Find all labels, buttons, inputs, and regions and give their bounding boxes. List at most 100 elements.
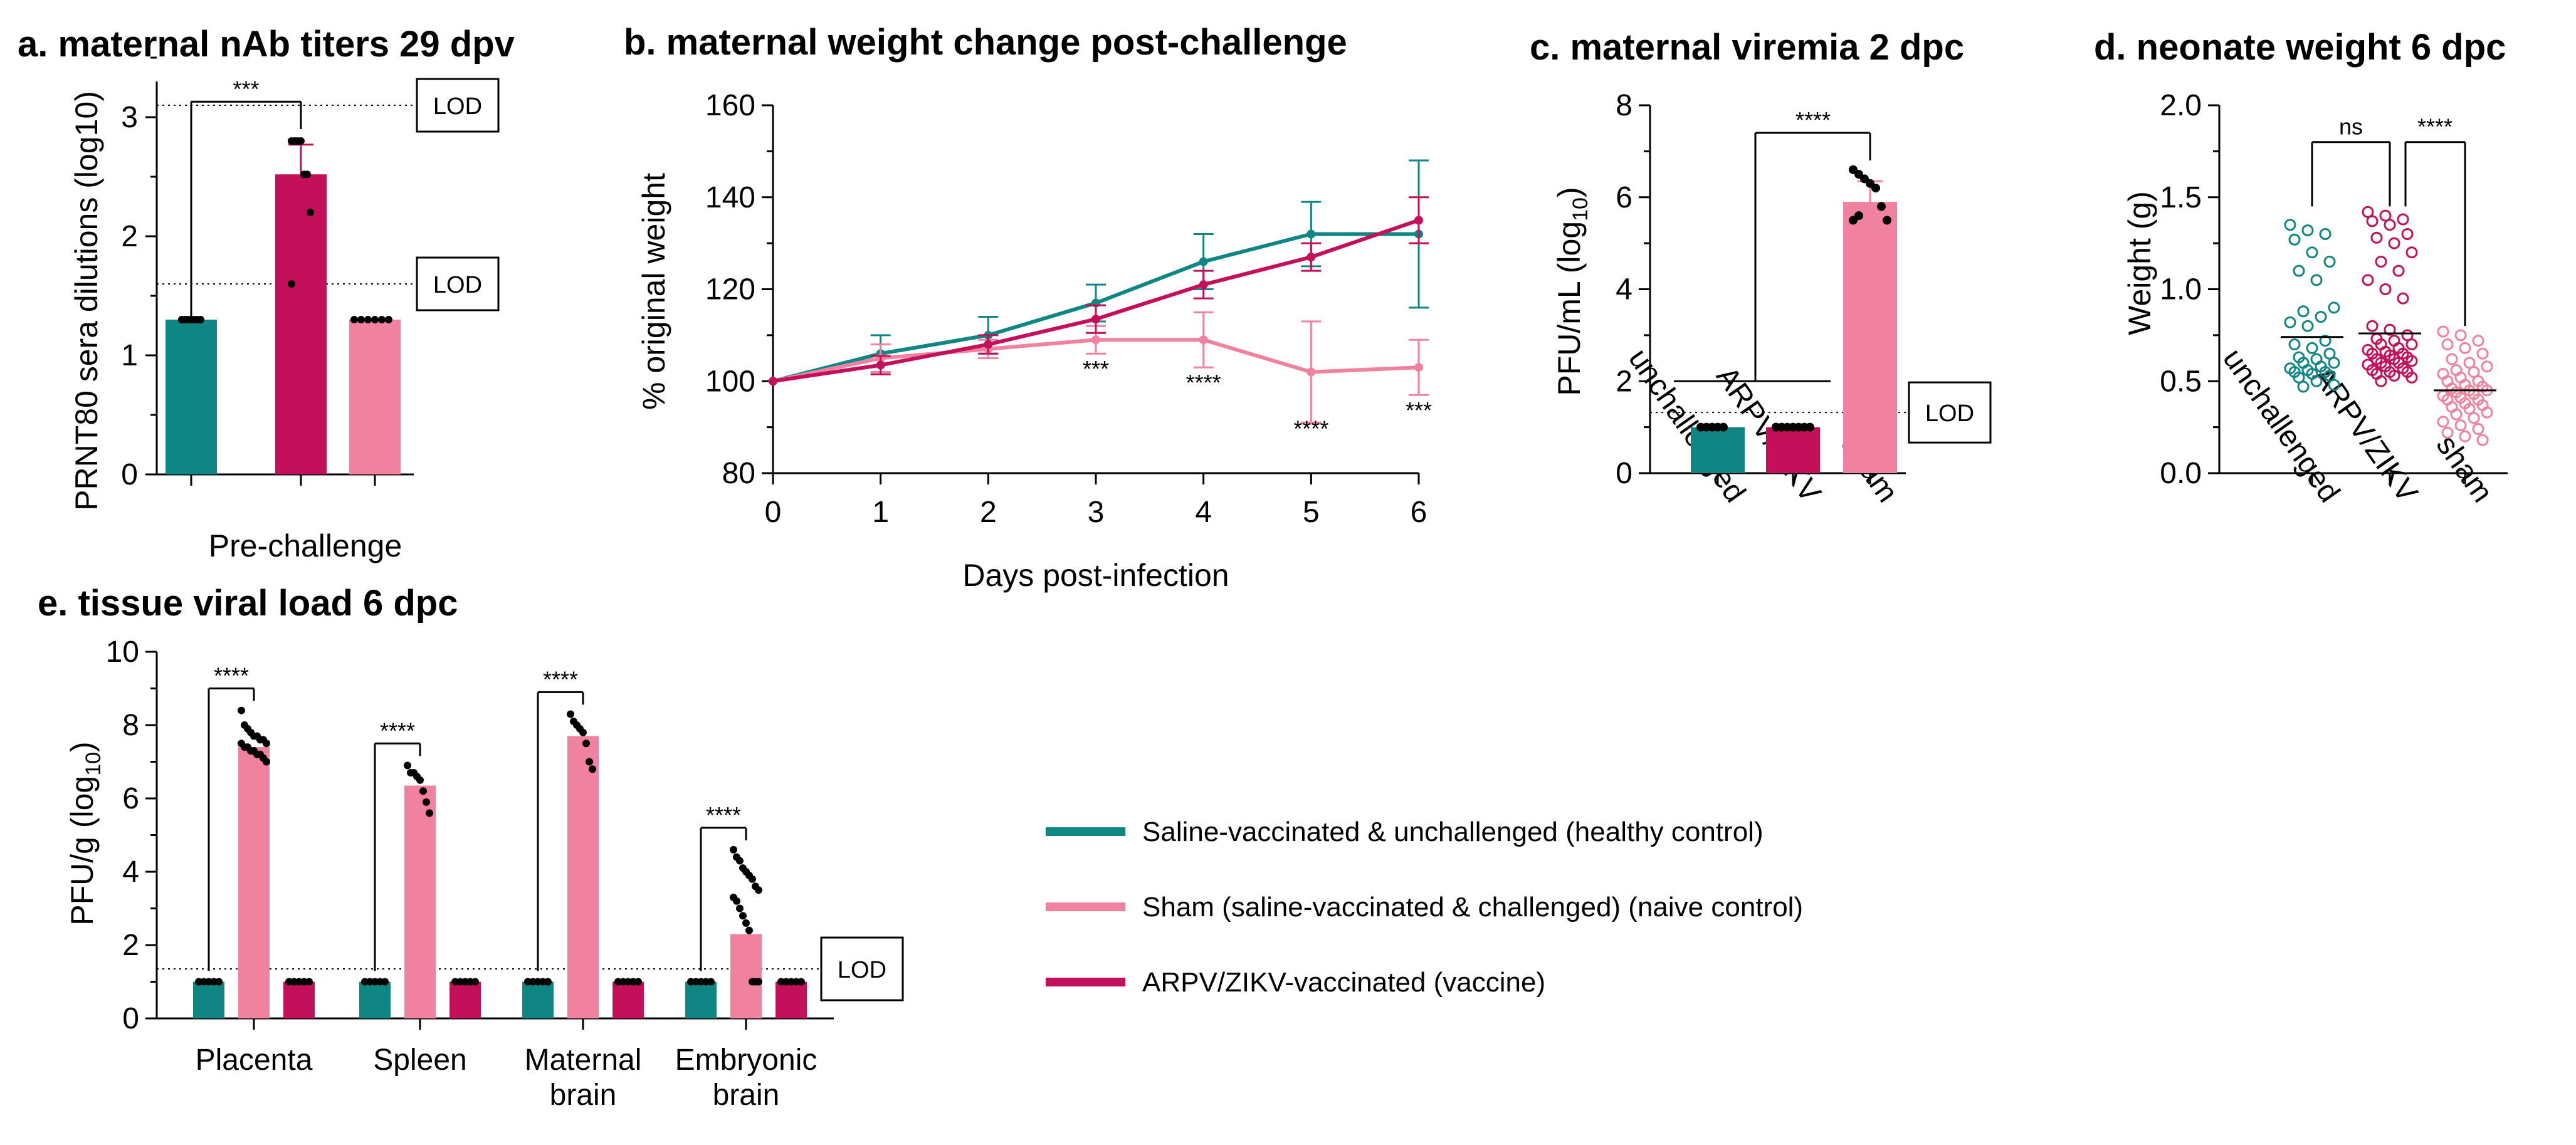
panel-b-data-point (1306, 229, 1316, 239)
panel-a-y-tick-label: 2 (121, 220, 138, 253)
panel-d-y-tick-label: 0.5 (2160, 365, 2202, 398)
panel-e-y-tick-label: 10 (106, 635, 139, 669)
panel-d-data-point (2401, 329, 2414, 342)
panel-d-data-point (2306, 342, 2318, 354)
panel-e-bar (567, 736, 599, 1018)
panel-b-x-tick-label: 0 (765, 496, 782, 529)
panel-e-sig-label: **** (380, 718, 415, 743)
panel-b-data-point (1091, 335, 1100, 345)
panel-d-data-point (2328, 357, 2340, 369)
panel-d-data-point (2463, 402, 2476, 415)
panel-d-data-point (2454, 329, 2467, 342)
panel-d-data-point (2370, 231, 2383, 244)
panel-d-data-point (2306, 246, 2318, 259)
panel-e-y-tick-label: 0 (122, 1002, 139, 1035)
panel-b-y-tick-label: 160 (705, 89, 755, 122)
panel-e-data-point (736, 857, 744, 865)
panel-d-data-point (2323, 255, 2336, 268)
panel-a-lod-box (416, 256, 500, 311)
panel-d-data-point (2319, 227, 2332, 240)
panel-b-data-point (769, 377, 777, 386)
panel-d-data-point (2441, 338, 2454, 351)
panel-b-xlabel: Days post-infection (962, 558, 1229, 593)
panel-d-data-point (2437, 416, 2449, 428)
panel-d-sig-label: **** (2417, 114, 2452, 140)
panel-e-y-tick-label: 6 (122, 782, 139, 815)
panel-e-data-point (733, 897, 740, 905)
panel-d-data-point (2310, 274, 2323, 286)
panel-a-lod-label: LOD (433, 93, 482, 120)
panel-e-y-tick-label: 4 (122, 855, 139, 889)
panel-e-data-point (471, 978, 479, 986)
panel-c-y-tick-label: 8 (1616, 89, 1632, 122)
panel-b-data-point (1199, 257, 1208, 266)
panel-a-y-tick-label: 1 (121, 339, 138, 372)
legend: Saline-vaccinated & unchallenged (health… (1046, 817, 1803, 998)
panel-d-data-point (2392, 264, 2405, 277)
panel-e-data-point (579, 728, 587, 736)
panel-b-y-tick-label: 140 (705, 181, 755, 214)
panel-e-data-point (404, 761, 411, 770)
panel-e-bar (685, 981, 717, 1018)
panel-d-data-point (2472, 423, 2484, 436)
panel-c-y-tick-label: 0 (1616, 457, 1632, 490)
panel-c-bar (1843, 202, 1897, 473)
panel-e-data-point (749, 875, 756, 883)
panel-e-data-point (634, 978, 642, 986)
legend-label: Saline-vaccinated & unchallenged (health… (1142, 817, 1764, 847)
panel-e-x-tick-label: brain (550, 1079, 617, 1112)
panel-a-lod-label: LOD (433, 272, 482, 298)
panel-a-bar (349, 320, 401, 474)
panel-a-data-point (364, 316, 372, 323)
panel-d-data-point (2397, 292, 2409, 305)
panel-d-data-point (2315, 311, 2327, 323)
panel-e-data-point (263, 740, 270, 748)
panel-a-data-point (307, 209, 314, 216)
panel-b-x-tick-label: 6 (1411, 496, 1427, 529)
panel-b-y-tick-label: 80 (722, 457, 755, 490)
panel-c-ylabel: PFU/mL (log10) (1552, 187, 1592, 395)
panel-d-data-point (2319, 335, 2332, 347)
panel-b-data-point (984, 340, 993, 349)
panel-d-y-tick-label: 1.0 (2160, 273, 2202, 306)
panel-d-data-point (2463, 357, 2476, 369)
panel-d-data-point (2405, 355, 2418, 367)
panel-d-data-point (2481, 360, 2493, 373)
panel-a-data-point (297, 137, 305, 145)
panel-e-bar (449, 981, 481, 1018)
panel-b-y-tick-label: 100 (705, 365, 755, 398)
panel-d-data-point (2468, 366, 2480, 379)
panel-d-data-point (2297, 380, 2310, 393)
panel-e-data-point (586, 758, 593, 766)
panel-d-data-point (2310, 375, 2323, 387)
panel-d-y-tick-label: 2.0 (2160, 89, 2202, 122)
panel-a-data-point (357, 316, 365, 323)
panel-d-data-point (2293, 371, 2305, 384)
panel-e-data-point (426, 809, 433, 817)
panel-b-data-point (1414, 363, 1423, 372)
panel-d-data-point (2366, 215, 2379, 227)
panel-e-data-point (582, 740, 590, 748)
panel-b-x-tick-label: 4 (1195, 496, 1212, 529)
panel-e-data-point (215, 978, 223, 986)
panel-e-data-point (305, 978, 313, 986)
panel-a-y-tick-label: 3 (121, 101, 138, 134)
panel-e-x-tick-label: Placenta (196, 1043, 313, 1077)
panel-e-data-point (263, 758, 270, 766)
panel-c-chart: 02468unchallengedARPV/ZIKVshamLOD**** (1616, 89, 1992, 508)
panel-d-data-point (2459, 430, 2471, 442)
panel-e-data-point (238, 706, 245, 714)
panel-d-data-point (2468, 412, 2480, 424)
panel-e-x-tick-label: Spleen (373, 1043, 466, 1077)
panel-d-data-point (2323, 347, 2336, 360)
panel-e-data-point (745, 926, 753, 934)
panel-c-data-point (1719, 422, 1728, 432)
panel-c-data-point (1877, 202, 1886, 211)
panel-a-bar (275, 174, 327, 474)
panel-d-data-point (2328, 379, 2340, 391)
panel-d-data-point (2379, 283, 2392, 295)
panel-d-data-point (2293, 264, 2305, 277)
panel-e-data-point (755, 978, 762, 986)
panel-a-data-point (197, 316, 204, 323)
